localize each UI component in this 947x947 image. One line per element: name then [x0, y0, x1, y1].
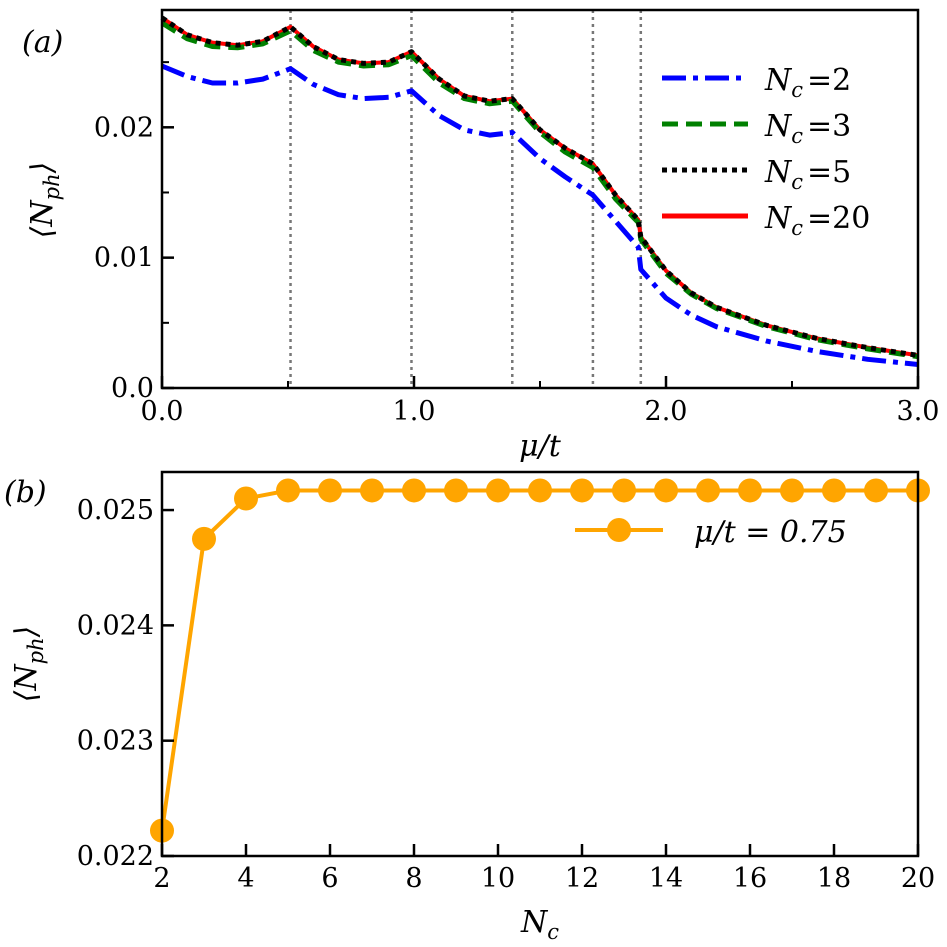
b-xtick-label-1: 4	[237, 863, 254, 894]
b-plot-frame	[160, 470, 920, 858]
b-point-15	[780, 478, 804, 503]
b-ylabel-main: ⟨N	[9, 663, 44, 703]
b-xtick-label-6: 14	[649, 863, 683, 894]
b-point-6	[402, 478, 426, 503]
legend-text-mu: μ/t = 0.75	[694, 515, 847, 550]
b-point-5	[360, 478, 384, 503]
b-ylabel-close: ⟩	[9, 626, 44, 639]
b-point-10	[570, 478, 594, 503]
a-xtick-label-0: 0.0	[141, 396, 184, 427]
panel-a: 0.0 1.0 2.0 3.0 0.0 0.01 0.02 (a) μ/t ⟨Nph⟩ Nc…	[22, 8, 940, 464]
b-xtick-label-3: 8	[405, 863, 422, 894]
panel-b: 2 4 6 8 10 12 14 16 18 20 0.022 0.023 0.024 0.025 (b)…	[4, 470, 935, 944]
b-xlabel-main: N	[520, 905, 549, 940]
a-vlines	[289, 10, 643, 388]
b-point-2	[234, 486, 258, 511]
b-point-4	[318, 478, 342, 503]
a-series-line-1	[160, 20, 919, 360]
b-xtick-label-2: 6	[321, 863, 338, 894]
b-series	[150, 478, 930, 843]
legend-value-nc3: =3	[807, 109, 851, 144]
a-xtick-label-2: 2.0	[645, 396, 688, 427]
a-plot-frame	[160, 8, 920, 390]
a-ticks: 0.0 1.0 2.0 3.0 0.0 0.01 0.02	[94, 61, 940, 427]
b-xtick-label-5: 12	[565, 863, 599, 894]
a-xlabel: μ/t	[519, 429, 562, 464]
a-ytick-label-0: 0.0	[111, 373, 154, 404]
legend-text-nc20: Nc =20	[764, 201, 870, 240]
a-ylabel: ⟨Nph⟩	[25, 162, 64, 239]
b-xtick-label-0: 2	[153, 863, 170, 894]
a-xtick-label-3: 3.0	[897, 396, 940, 427]
b-ytick-label-0: 0.022	[77, 841, 154, 872]
b-point-13	[696, 478, 720, 503]
legend-sub-nc3: c	[791, 124, 803, 148]
b-xtick-label-7: 16	[733, 863, 767, 894]
b-point-8	[486, 478, 510, 503]
b-point-11	[612, 478, 636, 503]
legend-text-nc5: Nc =5	[764, 155, 851, 194]
a-ylabel-sub: ph	[40, 173, 64, 200]
b-ticks: 2 4 6 8 10 12 14 16 18 20 0.022 0.023 0.024 0.025	[77, 495, 935, 894]
legend-sub-nc5: c	[791, 170, 803, 194]
b-point-1	[192, 526, 216, 551]
a-legend: Nc =2 Nc =3 Nc =5 Nc =20	[662, 63, 870, 240]
a-panel-label: (a)	[22, 25, 63, 60]
b-point-14	[738, 478, 762, 503]
a-series-line-0	[161, 63, 919, 367]
b-point-16	[822, 478, 846, 503]
a-series-line-2	[160, 15, 919, 358]
legend-marker-mu	[607, 518, 631, 542]
b-xtick-label-8: 18	[817, 863, 851, 894]
b-panel-label: (b)	[4, 475, 47, 510]
legend-value-nc20: =20	[807, 201, 870, 236]
legend-value-nc5: =5	[807, 155, 851, 190]
legend-text-nc3: Nc =3	[764, 109, 851, 148]
b-point-3	[276, 478, 300, 503]
a-series	[160, 15, 919, 367]
a-ylabel-close: ⟩	[25, 162, 60, 175]
b-ytick-label-2: 0.024	[77, 610, 154, 641]
legend-sub-nc2: c	[791, 78, 803, 102]
b-xtick-label-9: 20	[901, 863, 935, 894]
b-point-7	[444, 478, 468, 503]
legend-text-nc2: Nc =2	[764, 63, 851, 102]
a-ylabel-main: ⟨N	[25, 199, 60, 239]
b-point-9	[528, 478, 552, 503]
b-xlabel-sub: c	[547, 920, 559, 944]
a-xtick-label-1: 1.0	[393, 396, 436, 427]
a-ytick-label-2: 0.02	[94, 112, 154, 143]
b-ylabel-sub: ph	[24, 637, 48, 664]
legend-sub-nc20: c	[791, 216, 803, 240]
b-xlabel: Nc	[520, 905, 559, 944]
b-xtick-label-4: 10	[481, 863, 515, 894]
b-point-12	[654, 478, 678, 503]
b-ytick-label-1: 0.023	[77, 726, 154, 757]
b-ytick-label-3: 0.025	[77, 495, 154, 526]
a-series-line-3	[160, 16, 919, 358]
b-point-17	[864, 478, 888, 503]
b-legend: μ/t = 0.75	[575, 515, 847, 550]
legend-value-nc2: =2	[807, 63, 851, 98]
b-ylabel: ⟨Nph⟩	[9, 626, 48, 703]
a-ytick-label-1: 0.01	[94, 243, 154, 274]
